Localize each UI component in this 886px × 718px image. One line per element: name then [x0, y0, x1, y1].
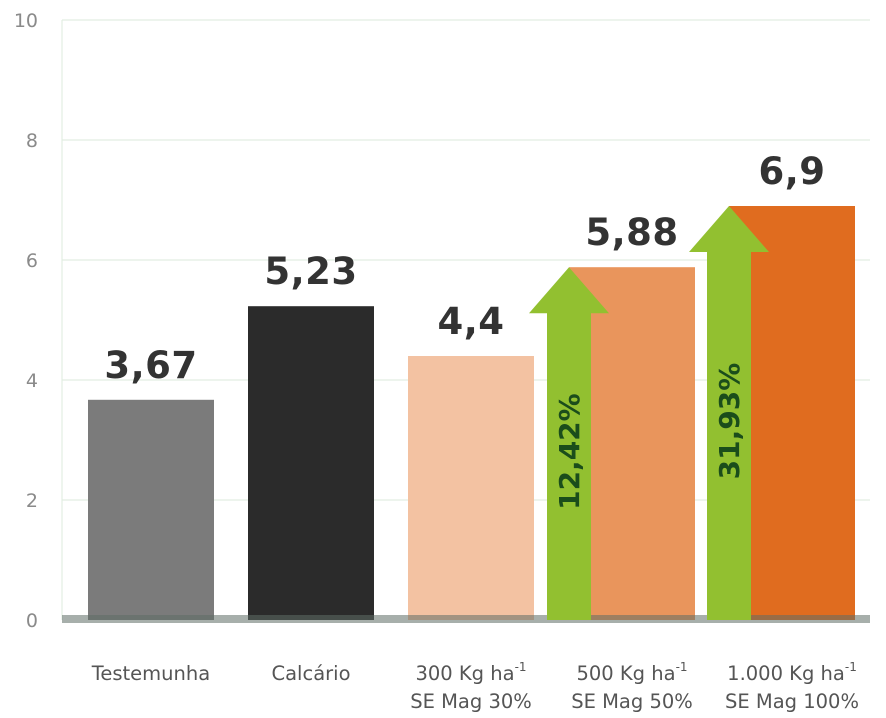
- bar: [88, 399, 214, 620]
- y-tick-label: 6: [26, 250, 38, 272]
- x-category-label: 1.000 Kg ha-1: [727, 660, 857, 685]
- data-label: 3,67: [104, 344, 197, 387]
- x-category-label: 300 Kg ha-1: [415, 660, 526, 685]
- bar: [408, 356, 534, 620]
- x-category-label: Calcário: [271, 662, 350, 685]
- growth-arrow: [689, 206, 769, 620]
- data-label: 5,23: [264, 250, 357, 293]
- x-axis-baseline: [62, 615, 870, 623]
- y-tick-label: 4: [26, 370, 38, 392]
- y-tick-label: 2: [26, 490, 38, 512]
- data-label: 4,4: [437, 300, 504, 343]
- bar: [248, 306, 374, 620]
- x-category-label-line2: SE Mag 100%: [725, 690, 859, 713]
- growth-label: 12,42%: [553, 393, 586, 510]
- x-category-label-line2: SE Mag 30%: [410, 690, 532, 713]
- y-tick-label: 0: [26, 610, 38, 632]
- x-category-label-line2: SE Mag 50%: [571, 690, 693, 713]
- y-tick-label: 8: [26, 130, 38, 152]
- data-label: 5,88: [585, 211, 678, 254]
- y-tick-label: 10: [14, 10, 38, 32]
- growth-arrow: [529, 267, 609, 620]
- data-label: 6,9: [758, 150, 825, 193]
- x-category-label: 500 Kg ha-1: [576, 660, 687, 685]
- x-category-label: Testemunha: [91, 662, 210, 685]
- growth-label: 31,93%: [713, 363, 746, 480]
